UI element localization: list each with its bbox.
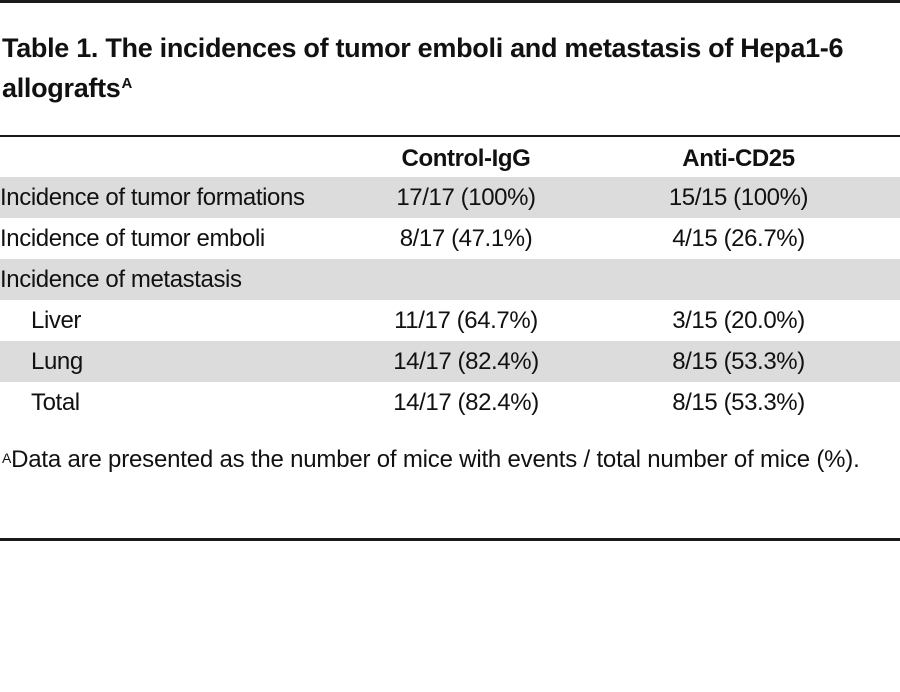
footnote-marker: A <box>2 450 12 466</box>
cell-control-igg: 8/17 (47.1%) <box>399 224 533 252</box>
row-label: Incidence of metastasis <box>0 259 355 300</box>
header-row: Control-IgG Anti-CD25 <box>0 140 900 177</box>
cell-control-igg: 11/17 (64.7%) <box>394 306 538 334</box>
cell-anti-cd25: 8/15 (53.3%) <box>672 388 805 416</box>
column-header-label <box>0 140 355 177</box>
row-label: Incidence of tumor emboli <box>0 224 265 252</box>
cell-control-igg: 14/17 (82.4%) <box>355 341 577 382</box>
row-label: Total <box>31 388 80 416</box>
table-row: Incidence of tumor emboli 8/17 (47.1%) 4… <box>0 218 900 259</box>
table-title: Table 1. The incidences of tumor emboli … <box>2 28 882 108</box>
cell-control-igg: 17/17 (100%) <box>355 177 577 218</box>
column-header-anti-cd25: Anti-CD25 <box>682 144 795 172</box>
table-title-text: Table 1. The incidences of tumor emboli … <box>2 33 844 103</box>
cell-control-igg <box>355 259 577 300</box>
table-footnote: AData are presented as the number of mic… <box>2 440 892 480</box>
bottom-rule <box>0 538 900 541</box>
top-rule <box>0 0 900 3</box>
cell-anti-cd25: 15/15 (100%) <box>577 177 900 218</box>
table-row: Total 14/17 (82.4%) 8/15 (53.3%) <box>0 382 900 423</box>
column-header-control-igg: Control-IgG <box>401 144 531 172</box>
header-rule <box>0 135 900 137</box>
row-label: Incidence of tumor formations <box>0 177 355 218</box>
footnote-text: Data are presented as the number of mice… <box>11 446 860 473</box>
table-row: Lung 14/17 (82.4%) 8/15 (53.3%) <box>0 341 900 382</box>
table-row: Liver 11/17 (64.7%) 3/15 (20.0%) <box>0 300 900 341</box>
table-row: Incidence of tumor formations 17/17 (100… <box>0 177 900 218</box>
cell-anti-cd25 <box>577 259 900 300</box>
table-row: Incidence of metastasis <box>0 259 900 300</box>
row-label: Lung <box>0 341 355 382</box>
row-label: Liver <box>31 306 82 334</box>
title-footnote-marker: A <box>121 75 133 92</box>
cell-anti-cd25: 4/15 (26.7%) <box>672 224 805 252</box>
cell-anti-cd25: 3/15 (20.0%) <box>672 306 805 334</box>
cell-anti-cd25: 8/15 (53.3%) <box>577 341 900 382</box>
data-table: Control-IgG Anti-CD25 Incidence of tumor… <box>0 140 900 423</box>
cell-control-igg: 14/17 (82.4%) <box>393 388 539 416</box>
